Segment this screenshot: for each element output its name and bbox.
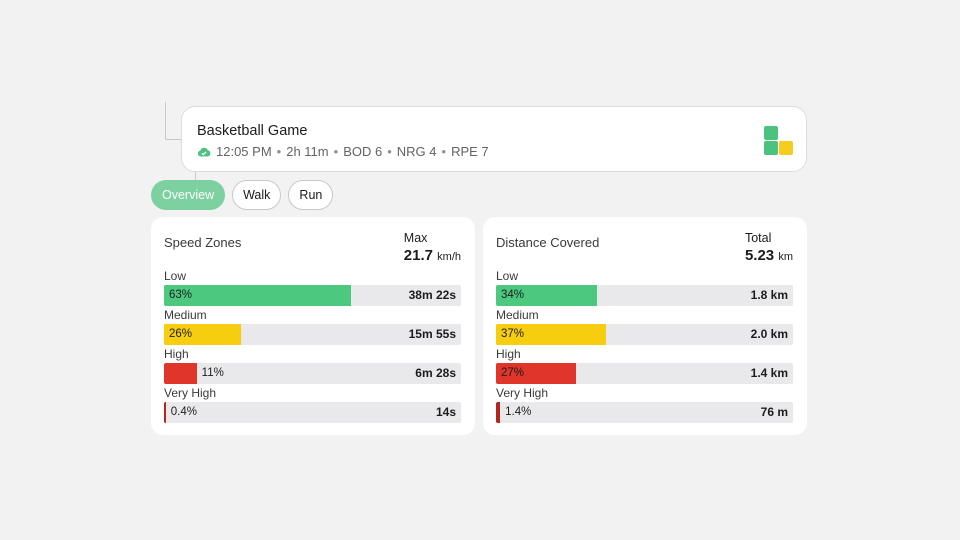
zone-bar-track: 37% 2.0 km [496, 324, 793, 345]
zone-value: 38m 22s [408, 288, 456, 302]
activity-meta: 12:05 PM • 2h 11m • BOD 6 • NRG 4 • RPE … [197, 144, 489, 159]
stat-label: Max [403, 231, 428, 245]
zone-percent: 26% [169, 328, 193, 340]
zone-bar-fill [164, 285, 352, 306]
activity-rpe: RPE 7 [451, 144, 489, 159]
zone-row: Very High 0.4% 14s [164, 386, 461, 425]
zone-bar-track: 1.4% 76 m [496, 402, 793, 423]
stat-label: Total [744, 231, 772, 245]
zone-row: High 11% 6m 28s [164, 347, 461, 386]
zone-value: 15m 55s [408, 327, 456, 341]
activity-nrg: NRG 4 [396, 144, 437, 159]
zone-percent: 27% [501, 367, 525, 379]
zone-value: 76 m [760, 405, 788, 419]
zone-row: Low 34% 1.8 km [496, 269, 793, 308]
tab-walk[interactable]: Walk [232, 180, 282, 210]
panel-title: Distance Covered [496, 235, 600, 250]
zone-row: Low 63% 38m 22s [164, 269, 461, 308]
zone-label: Medium [164, 308, 207, 322]
zone-label: Very High [496, 386, 549, 400]
meta-separator: • [333, 144, 339, 159]
max-speed-stat: Max 21.7 km/h [404, 231, 461, 264]
zone-bar-fill [164, 402, 166, 423]
zone-row: Medium 26% 15m 55s [164, 308, 461, 347]
zone-percent: 63% [169, 289, 193, 301]
tree-connector [165, 102, 181, 140]
zone-value: 2.0 km [750, 327, 788, 341]
zone-label: High [164, 347, 189, 361]
panel-title: Speed Zones [164, 235, 242, 250]
speed-zones-panel: Speed Zones Max 21.7 km/h Low 63% 38m 22s M… [151, 217, 475, 435]
zone-label: Low [164, 269, 187, 283]
meta-separator: • [276, 144, 282, 159]
zone-list: Low 63% 38m 22s Medium 26% 15m 55s High 11% 6m 2… [164, 269, 461, 425]
zone-bar-track: 0.4% 14s [164, 402, 461, 423]
zone-bar-fill [496, 324, 606, 345]
activity-duration: 2h 11m [286, 144, 329, 159]
zone-percent: 1.4% [505, 406, 532, 418]
zone-row: Very High 1.4% 76 m [496, 386, 793, 425]
zone-bar-track: 26% 15m 55s [164, 324, 461, 345]
activity-time: 12:05 PM [216, 144, 272, 159]
tab-run[interactable]: Run [288, 180, 334, 210]
zone-list: Low 34% 1.8 km Medium 37% 2.0 km High 27% 1.4 km… [496, 269, 793, 425]
zone-bar-fill [164, 363, 197, 384]
cloud-sync-icon [197, 147, 211, 156]
zone-row: High 27% 1.4 km [496, 347, 793, 386]
activity-bod: BOD 6 [343, 144, 383, 159]
zone-value: 14s [435, 405, 456, 419]
zone-label: Very High [164, 386, 217, 400]
stat-unit: km [778, 251, 793, 263]
total-distance-stat: Total 5.23 km [745, 231, 793, 264]
distance-panel: Distance Covered Total 5.23 km Low 34% 1.8… [483, 217, 807, 435]
zone-value: 6m 28s [415, 366, 456, 380]
tree-connector-stub [195, 172, 196, 182]
zone-bar-fill [164, 324, 242, 345]
stat-unit: km/h [437, 251, 461, 263]
tab-bar: Overview Walk Run [151, 180, 334, 210]
zone-value: 1.4 km [750, 366, 788, 380]
activity-card[interactable]: Basketball Game 12:05 PM • 2h 11m • BOD … [181, 106, 807, 172]
zone-percent: 34% [501, 289, 525, 301]
app-logo-icon [763, 125, 795, 157]
meta-separator: • [387, 144, 392, 159]
zone-bar-track: 27% 1.4 km [496, 363, 793, 384]
stat-value: 5.23 [744, 247, 775, 264]
zone-bar-track: 34% 1.8 km [496, 285, 793, 306]
tab-overview[interactable]: Overview [151, 180, 226, 210]
zone-bar-fill [496, 402, 501, 423]
zone-label: Medium [496, 308, 539, 322]
zone-label: High [496, 347, 521, 361]
zone-bar-fill [496, 285, 597, 306]
zone-bar-track: 63% 38m 22s [164, 285, 461, 306]
zone-percent: 0.4% [170, 406, 197, 418]
meta-separator: • [441, 144, 447, 159]
zone-value: 1.8 km [750, 288, 788, 302]
zone-bar-fill [496, 363, 577, 384]
activity-title: Basketball Game [197, 123, 308, 139]
zone-percent: 37% [501, 328, 525, 340]
zone-label: Low [496, 269, 519, 283]
zone-row: Medium 37% 2.0 km [496, 308, 793, 347]
zone-bar-track: 11% 6m 28s [164, 363, 461, 384]
zone-percent: 11% [201, 367, 224, 379]
stat-value: 21.7 [403, 247, 433, 264]
